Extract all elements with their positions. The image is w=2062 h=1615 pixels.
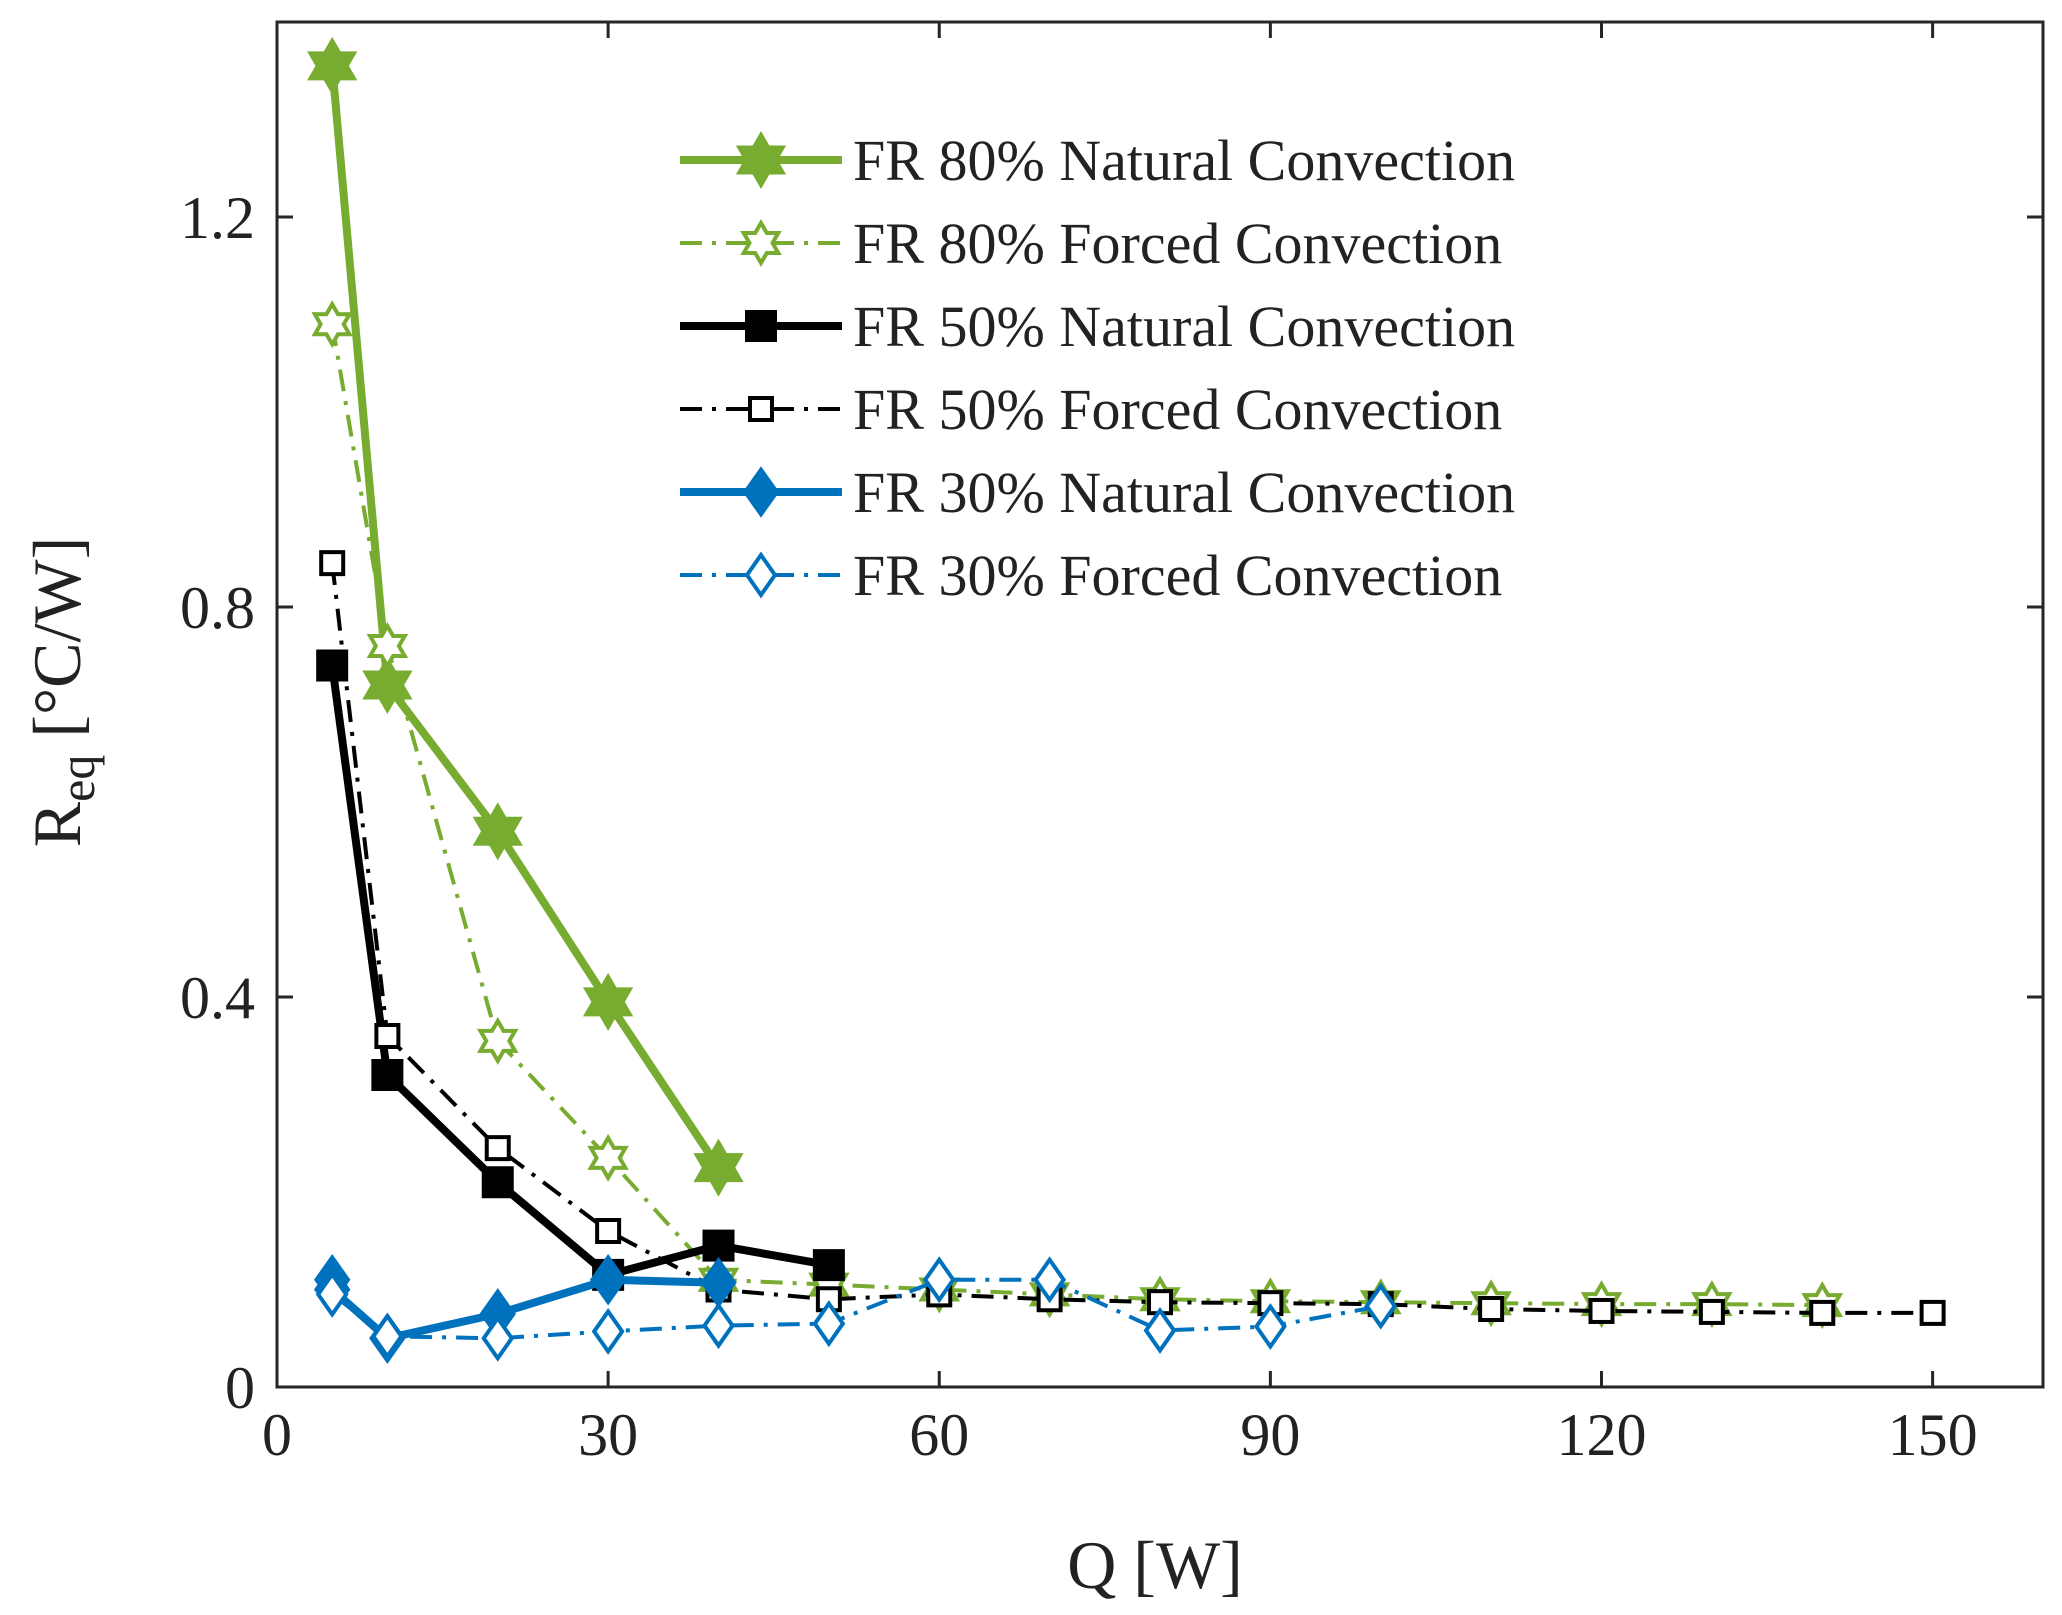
data-point xyxy=(319,550,346,577)
data-point xyxy=(1809,1299,1836,1326)
legend-marker xyxy=(745,310,777,342)
x-tick-label: 0 xyxy=(262,1402,292,1468)
legend-item: FR 30% Natural Convection xyxy=(680,460,1515,525)
x-tick-label: 150 xyxy=(1888,1402,1978,1468)
data-point xyxy=(481,1166,514,1199)
data-point xyxy=(1253,1303,1287,1351)
y-tick-label: 1.2 xyxy=(180,185,255,251)
data-point xyxy=(1033,1256,1067,1304)
y-axis-label-subscript: eq xyxy=(49,755,105,802)
legend-label: FR 80% Natural Convection xyxy=(853,128,1515,193)
series-fr-30-forced-convection xyxy=(315,1256,1398,1362)
data-point xyxy=(591,1307,625,1355)
series-line xyxy=(328,664,830,1279)
data-point xyxy=(484,1135,511,1162)
data-point xyxy=(812,1300,846,1348)
legend-item: FR 80% Natural Convection xyxy=(680,128,1515,193)
y-axis-label-units: [°C/W] xyxy=(19,537,95,755)
legend-label: FR 50% Forced Convection xyxy=(853,377,1502,442)
data-point xyxy=(582,972,634,1031)
x-axis-label: Q [W] xyxy=(1067,1527,1243,1603)
data-point xyxy=(812,1249,845,1282)
data-point xyxy=(315,1270,349,1318)
plot-area-frame xyxy=(275,20,2045,1389)
y-axis-title: Req [°C/W] xyxy=(19,537,105,847)
data-point xyxy=(589,1254,627,1306)
legend-marker xyxy=(735,131,787,189)
y-tick-label: 0 xyxy=(225,1355,255,1421)
x-axis-title: Q [W] xyxy=(1067,1527,1243,1603)
legend-label: FR 30% Natural Convection xyxy=(853,460,1515,525)
legend-marker xyxy=(742,466,780,518)
data-point xyxy=(472,802,523,861)
legend-item: FR 50% Natural Convection xyxy=(680,294,1515,359)
data-point xyxy=(595,1218,622,1244)
data-point xyxy=(371,1059,404,1091)
legend-marker xyxy=(740,219,782,267)
x-tick-label: 60 xyxy=(909,1402,969,1468)
data-point xyxy=(370,1312,404,1360)
data-point xyxy=(481,1314,515,1362)
data-point xyxy=(307,36,358,95)
data-point xyxy=(1919,1299,1946,1326)
data-point xyxy=(693,1138,744,1197)
plot-lines xyxy=(307,36,1946,1364)
legend-label: FR 30% Forced Convection xyxy=(853,543,1502,608)
legend-label: FR 50% Natural Convection xyxy=(853,294,1515,359)
data-point xyxy=(702,1302,735,1350)
legend-label: FR 80% Forced Convection xyxy=(853,211,1502,276)
y-axis-label-main: R xyxy=(19,801,95,847)
axis-ticks: 0 30 60 90 120 150 0 0.4 0.8 1.2 xyxy=(180,22,2043,1468)
x-tick-label: 90 xyxy=(1240,1402,1300,1468)
data-point xyxy=(702,1229,735,1262)
data-point xyxy=(587,1133,629,1182)
data-point xyxy=(1143,1306,1177,1354)
data-point xyxy=(366,621,409,671)
y-axis-label: Req [°C/W] xyxy=(19,537,105,847)
data-point xyxy=(311,300,353,349)
legend-item: FR 50% Forced Convection xyxy=(680,377,1502,442)
legend-item: FR 30% Forced Convection xyxy=(680,543,1502,608)
legend-box xyxy=(668,108,1648,608)
legend-item: FR 80% Forced Convection xyxy=(680,211,1502,276)
legend: FR 80% Natural Convection FR 80% Forced C… xyxy=(668,108,1648,608)
legend-marker xyxy=(744,551,778,599)
y-tick-label: 0.4 xyxy=(180,965,255,1031)
data-point xyxy=(1478,1296,1505,1322)
data-point xyxy=(1588,1297,1615,1324)
data-point xyxy=(1364,1282,1398,1330)
data-point xyxy=(374,1023,401,1049)
data-point xyxy=(922,1256,956,1304)
y-tick-label: 0.8 xyxy=(180,575,255,641)
series-line xyxy=(330,562,1933,1315)
data-point xyxy=(1698,1298,1725,1325)
legend-marker xyxy=(748,396,774,422)
x-tick-label: 30 xyxy=(578,1402,638,1468)
x-tick-label: 120 xyxy=(1557,1402,1647,1468)
data-point xyxy=(476,1016,519,1065)
data-point xyxy=(362,656,413,714)
series-fr-80-natural-convection xyxy=(307,36,744,1197)
